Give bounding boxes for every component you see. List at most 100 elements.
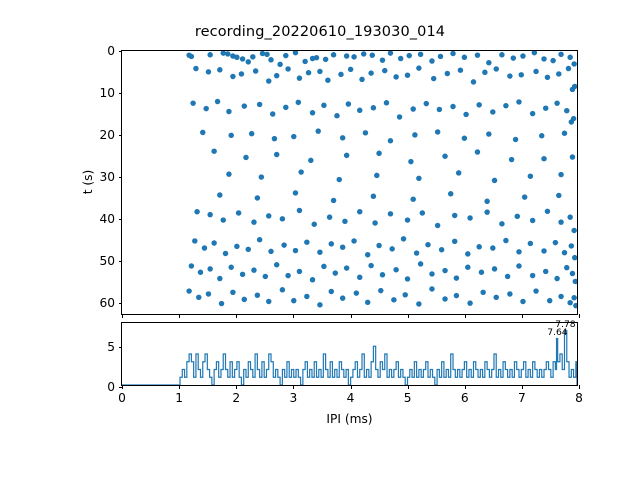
scatter-point: [558, 171, 564, 178]
x-tick-label: 3: [289, 391, 298, 405]
x-tick-mark: [236, 314, 238, 318]
scatter-point: [359, 76, 365, 83]
scatter-point: [234, 54, 240, 60]
scatter-point: [507, 291, 513, 297]
scatter-point: [328, 241, 335, 247]
y-tick-label: 50: [99, 254, 115, 269]
scatter-point: [453, 275, 460, 281]
scatter-point: [225, 51, 231, 57]
scatter-point: [393, 74, 399, 80]
scatter-point: [228, 132, 234, 139]
scatter-point: [218, 300, 225, 307]
scatter-point: [283, 52, 289, 59]
scatter-point: [451, 212, 458, 219]
scatter-point: [520, 53, 526, 59]
scatter-point: [538, 133, 545, 139]
scatter-point: [194, 208, 200, 215]
x-tick-mark: [464, 314, 466, 318]
scatter-point: [313, 54, 320, 61]
scatter-point: [568, 243, 575, 249]
scatter-point: [356, 107, 363, 114]
scatter-point: [322, 56, 329, 63]
scatter-point: [430, 75, 437, 82]
x-tick-mark: [579, 385, 581, 389]
scatter-point: [226, 171, 232, 177]
scatter-point: [376, 150, 382, 157]
scatter-point: [558, 293, 564, 300]
scatter-point: [558, 51, 564, 58]
scatter-point: [490, 109, 496, 115]
x-tick-mark: [521, 314, 523, 318]
scatter-point: [251, 219, 257, 225]
scatter-point: [571, 227, 577, 234]
scatter-point: [295, 99, 302, 106]
scatter-point: [474, 149, 481, 155]
y-tick-mark: [118, 387, 122, 389]
scatter-point: [338, 71, 344, 78]
scatter-point: [243, 154, 249, 161]
scatter-point: [419, 210, 426, 216]
x-tick-mark: [293, 385, 295, 389]
scatter-point: [298, 169, 304, 175]
scatter-point: [207, 52, 213, 58]
scatter-point: [245, 59, 252, 65]
scatter-point: [541, 56, 547, 62]
scatter-point: [364, 251, 371, 258]
y-tick-mark: [118, 303, 122, 305]
scatter-point: [254, 195, 261, 201]
scatter-point: [442, 296, 448, 302]
scatter-point: [507, 73, 513, 79]
scatter-point: [461, 135, 468, 141]
scatter-point: [256, 236, 263, 243]
scatter-point: [296, 268, 303, 275]
scatter-point: [190, 100, 196, 106]
x-tick-label: 5: [403, 391, 412, 405]
y-tick-label: 10: [99, 86, 115, 101]
scatter-point: [228, 264, 234, 270]
scatter-point: [397, 55, 404, 62]
x-tick-label: 6: [460, 391, 469, 405]
scatter-point: [248, 130, 255, 137]
scatter-point: [531, 51, 538, 56]
scatter-point: [269, 111, 276, 117]
scatter-point: [567, 299, 573, 306]
scatter-point: [304, 239, 310, 245]
scatter-point: [201, 245, 208, 251]
scatter-point: [425, 241, 431, 248]
scatter-point: [564, 107, 570, 114]
peak-value-annotation: 7.64: [547, 327, 568, 338]
scatter-point: [200, 129, 206, 136]
scatter-point: [516, 263, 522, 269]
scatter-point: [296, 207, 303, 214]
ipi-raster-plot: 0 10 20 30 40 50 60: [99, 44, 581, 318]
scatter-point: [478, 269, 485, 275]
y-tick-mark: [118, 347, 122, 349]
scatter-point: [207, 211, 213, 218]
scatter-point: [188, 263, 195, 269]
scatter-point: [317, 68, 323, 75]
scatter-point: [554, 275, 560, 282]
scatter-point: [387, 138, 394, 144]
y-tick-mark: [118, 219, 122, 221]
scatter-point: [369, 52, 375, 58]
y-tick-label: 20: [99, 128, 115, 143]
scatter-point: [196, 294, 202, 301]
scatter-point: [491, 266, 498, 272]
scatter-point: [484, 198, 490, 205]
scatter-point: [370, 105, 377, 111]
scatter-point: [343, 53, 350, 59]
x-tick-label: 4: [346, 391, 355, 405]
scatter-point: [339, 135, 346, 141]
scatter-point: [503, 237, 509, 244]
ipi-histogram: 0 5 0 1 2 3 4 5 6 7 8: [107, 322, 583, 405]
scatter-point: [345, 101, 352, 107]
scatter-point: [571, 254, 577, 261]
x-tick-mark: [464, 385, 466, 389]
scatter-point: [565, 65, 572, 72]
scatter-point: [277, 61, 283, 68]
scatter-point: [518, 72, 525, 78]
scatter-point: [527, 173, 534, 179]
scatter-point: [334, 112, 340, 119]
y-tick-mark: [118, 93, 122, 95]
scatter-point: [339, 295, 346, 301]
